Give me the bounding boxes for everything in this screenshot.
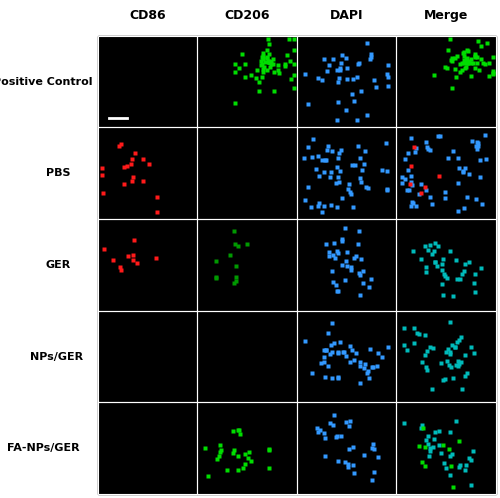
- Bar: [197, 219, 296, 311]
- Text: CD206: CD206: [224, 8, 270, 21]
- Bar: [197, 127, 296, 219]
- Bar: [98, 311, 197, 402]
- Bar: [197, 311, 296, 402]
- Text: GER: GER: [46, 260, 71, 270]
- Bar: [296, 36, 396, 127]
- Bar: [396, 127, 496, 219]
- Bar: [396, 219, 496, 311]
- Bar: [396, 402, 496, 494]
- Bar: [296, 219, 396, 311]
- Bar: [98, 36, 197, 127]
- Text: CD86: CD86: [129, 8, 166, 21]
- Bar: [197, 127, 296, 219]
- Bar: [396, 36, 496, 127]
- Bar: [296, 219, 396, 311]
- Bar: [396, 219, 496, 311]
- Bar: [98, 219, 197, 311]
- Bar: [396, 36, 496, 127]
- Bar: [197, 402, 296, 494]
- Bar: [296, 402, 396, 494]
- Bar: [296, 402, 396, 494]
- Bar: [197, 36, 296, 127]
- Bar: [197, 311, 296, 402]
- Text: DAPI: DAPI: [330, 8, 364, 21]
- Bar: [98, 36, 197, 127]
- Bar: [197, 402, 296, 494]
- Text: Positive Control: Positive Control: [0, 77, 92, 87]
- Bar: [396, 127, 496, 219]
- Bar: [98, 219, 197, 311]
- Bar: [396, 402, 496, 494]
- Bar: [98, 402, 197, 494]
- Text: PBS: PBS: [46, 168, 71, 178]
- Bar: [296, 127, 396, 219]
- Bar: [396, 311, 496, 402]
- Text: FA-NPs/GER: FA-NPs/GER: [6, 443, 79, 453]
- Bar: [296, 311, 396, 402]
- Bar: [98, 127, 197, 219]
- Bar: [296, 311, 396, 402]
- Text: NPs/GER: NPs/GER: [30, 352, 83, 362]
- Bar: [396, 311, 496, 402]
- Bar: [197, 219, 296, 311]
- Bar: [98, 311, 197, 402]
- Text: Merge: Merge: [424, 8, 469, 21]
- Bar: [98, 402, 197, 494]
- Bar: [296, 36, 396, 127]
- Bar: [197, 36, 296, 127]
- Bar: [296, 127, 396, 219]
- Bar: [98, 127, 197, 219]
